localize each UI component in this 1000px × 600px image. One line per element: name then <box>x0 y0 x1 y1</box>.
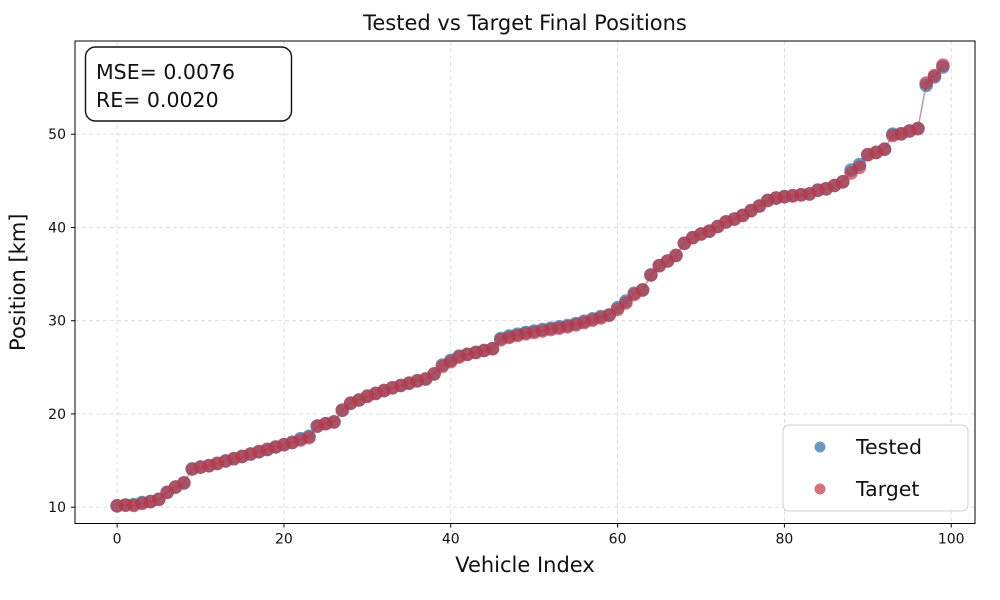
x-tick-label: 100 <box>938 532 965 548</box>
x-axis-label: Vehicle Index <box>455 553 595 577</box>
data-point-target <box>485 341 500 356</box>
legend-box <box>782 424 969 512</box>
data-point-target <box>877 142 892 156</box>
data-point-target <box>852 160 867 175</box>
y-tick-label: 30 <box>48 314 66 330</box>
y-tick-label: 50 <box>48 127 66 143</box>
data-point-target <box>911 121 925 136</box>
data-point-target <box>644 268 658 282</box>
data-point-target <box>619 296 633 310</box>
metrics-annotation-box <box>84 46 293 122</box>
legend-marker-target-icon <box>814 483 826 495</box>
mse-text: MSE= 0.0076 <box>96 60 235 84</box>
legend-marker-tested-icon <box>814 441 826 453</box>
data-point-target <box>327 415 341 429</box>
x-tick-label: 60 <box>609 532 627 548</box>
data-point-target <box>936 58 950 72</box>
re-text: RE= 0.0020 <box>96 88 219 112</box>
y-tick-label: 40 <box>48 220 66 236</box>
data-point-target <box>635 283 650 297</box>
y-tick-label: 20 <box>48 407 66 423</box>
x-tick-label: 80 <box>775 532 793 548</box>
data-point-target <box>927 68 942 83</box>
data-point-target <box>836 175 850 189</box>
data-point-target <box>177 476 191 490</box>
y-tick-label: 10 <box>48 500 66 516</box>
plot-border <box>74 40 976 524</box>
x-tick-label: 20 <box>275 532 293 548</box>
y-axis-label: Position [km] <box>6 214 30 351</box>
x-tick-label: 40 <box>442 532 460 548</box>
legend-label-target: Target <box>855 477 919 501</box>
data-point-target <box>669 248 683 263</box>
data-point-target <box>302 430 316 445</box>
legend-label-tested: Tested <box>855 435 922 459</box>
chart-title: Tested vs Target Final Positions <box>362 11 687 35</box>
series-points-target <box>110 58 950 513</box>
x-tick-label: 0 <box>113 532 122 548</box>
